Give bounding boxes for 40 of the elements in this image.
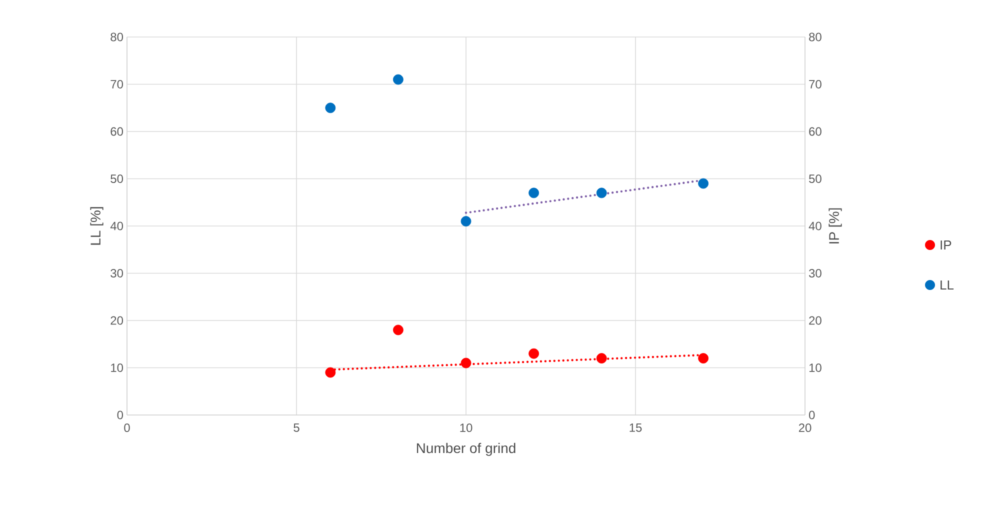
x-tick-label: 10 bbox=[460, 424, 472, 432]
y-tick-label: 0 bbox=[117, 410, 124, 420]
x-tick-label: 20 bbox=[798, 424, 812, 432]
y-tick-label: 10 bbox=[111, 364, 124, 372]
y-tick-label: 70 bbox=[110, 80, 124, 89]
y-tick-label: 50 bbox=[110, 174, 124, 184]
y-tick-label: 60 bbox=[110, 127, 124, 136]
y2-tick-label: 80 bbox=[809, 32, 822, 42]
x-tick-label: 0 bbox=[124, 424, 130, 432]
y2-axis-title: IP [%] bbox=[828, 208, 842, 244]
y-tick-label: 30 bbox=[110, 269, 124, 278]
y2-tick-label: 50 bbox=[809, 174, 822, 184]
y2-tick-label: 40 bbox=[808, 222, 822, 230]
point bbox=[393, 74, 404, 85]
point bbox=[698, 353, 709, 364]
point bbox=[528, 348, 540, 359]
legend-label: IP bbox=[940, 240, 952, 250]
x-tick-label: 15 bbox=[630, 424, 642, 432]
y-tick-label: 80 bbox=[110, 32, 124, 42]
legend-label: LL bbox=[940, 280, 954, 290]
point bbox=[393, 324, 404, 336]
y2-tick-label: 70 bbox=[809, 80, 822, 89]
point bbox=[460, 358, 472, 368]
point bbox=[460, 216, 472, 226]
y-axis-title: LL [%] bbox=[90, 207, 104, 245]
y2-tick-label: 10 bbox=[809, 364, 822, 372]
x-tick-label: 5 bbox=[294, 424, 300, 432]
y2-tick-label: 30 bbox=[808, 269, 822, 278]
y-tick-label: 20 bbox=[110, 316, 124, 325]
point bbox=[596, 188, 607, 198]
point bbox=[325, 367, 336, 378]
y2-tick-label: 20 bbox=[809, 316, 822, 325]
point bbox=[596, 353, 607, 364]
point bbox=[698, 178, 709, 189]
y-tick-label: 40 bbox=[110, 222, 124, 230]
x-axis-title: Number of grind bbox=[416, 442, 516, 456]
point bbox=[325, 102, 336, 114]
point bbox=[528, 188, 540, 198]
y2-tick-label: 60 bbox=[809, 127, 822, 136]
y2-tick-label: 0 bbox=[809, 410, 815, 420]
